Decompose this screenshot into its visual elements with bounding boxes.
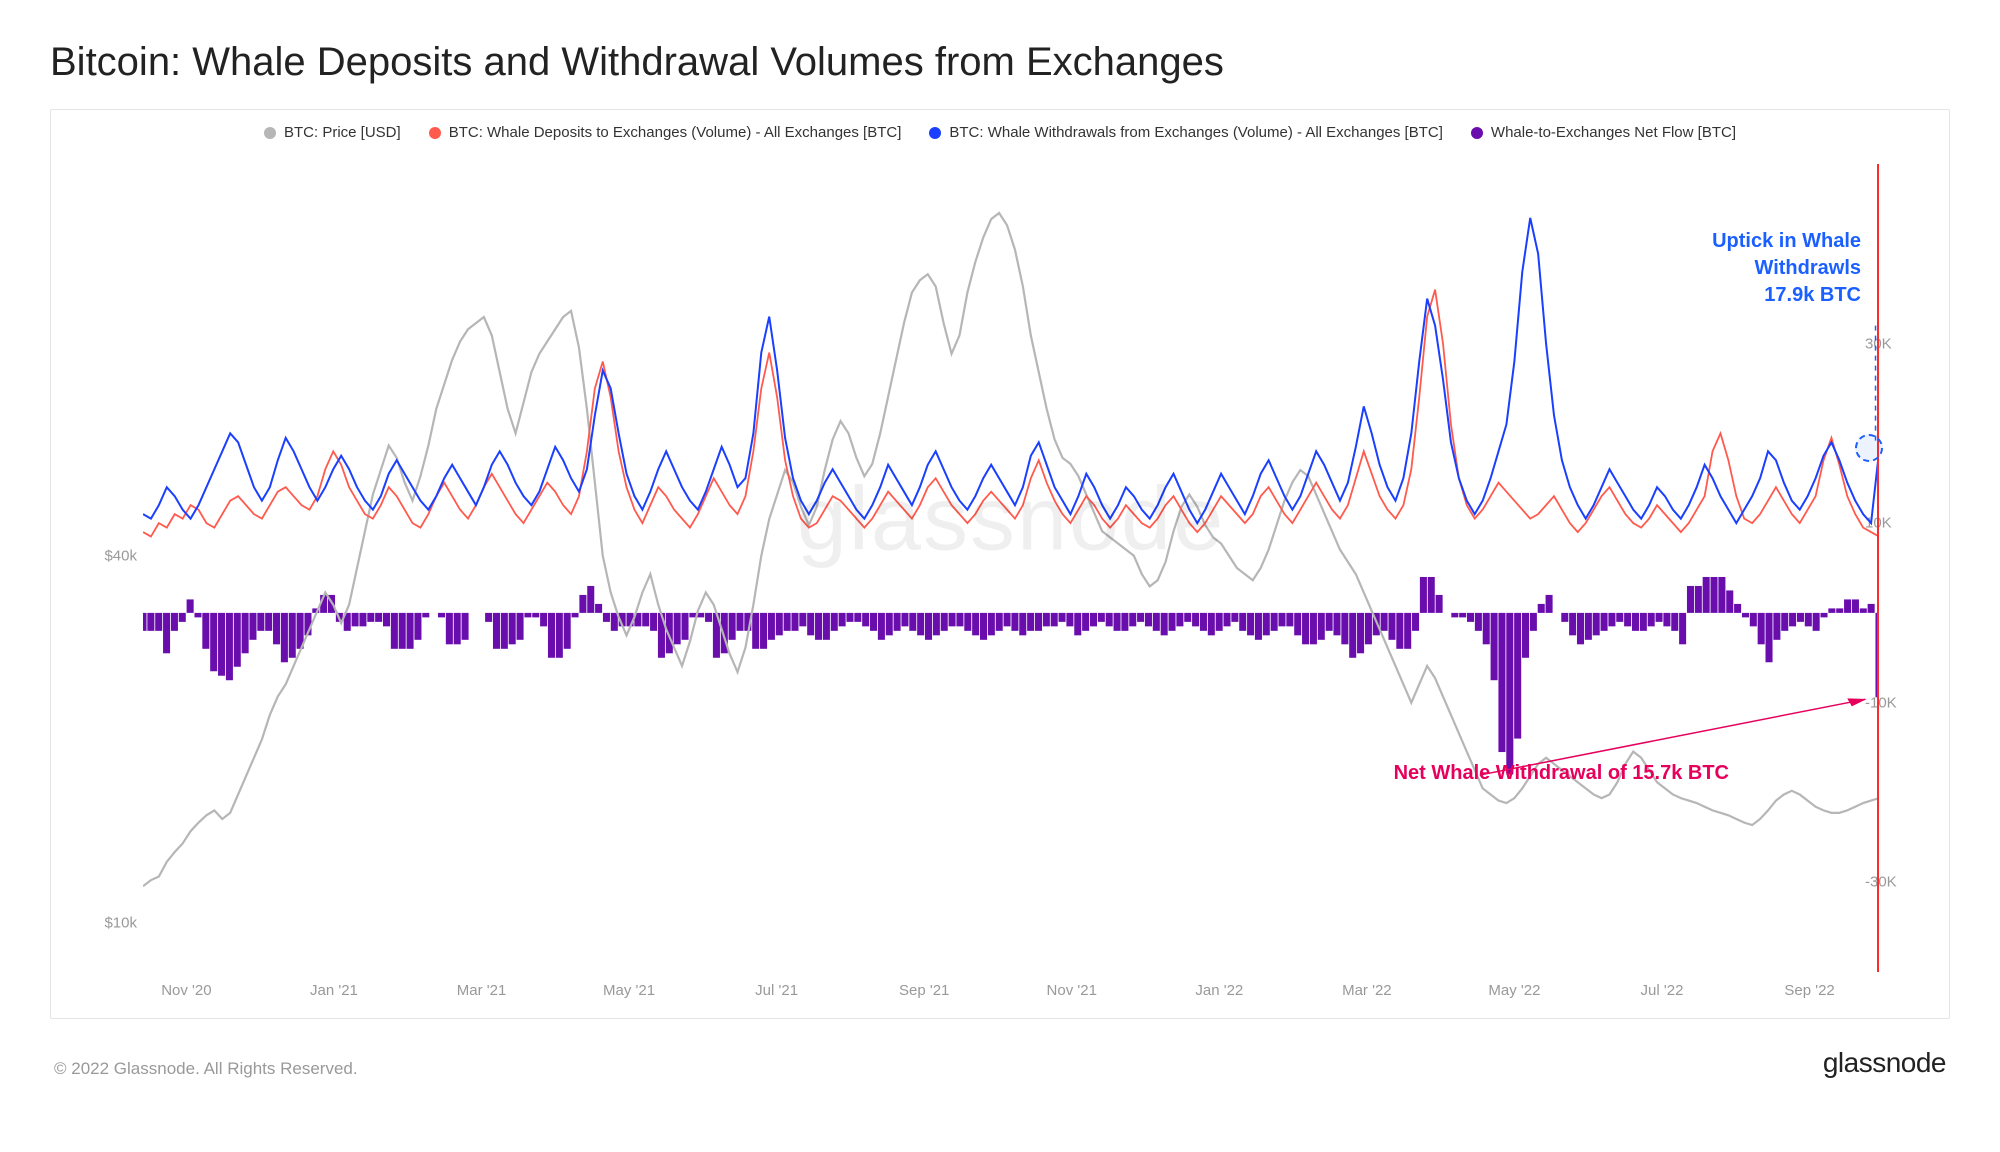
x-tick: Nov '21 bbox=[1047, 982, 1097, 999]
x-tick: Mar '22 bbox=[1342, 982, 1392, 999]
x-tick: May '22 bbox=[1488, 982, 1540, 999]
legend-label: BTC: Whale Deposits to Exchanges (Volume… bbox=[449, 124, 902, 141]
x-axis: Nov '20 Jan '21 Mar '21 May '21 Jul '21 Sep '… bbox=[143, 982, 1879, 1006]
x-tick: Mar '21 bbox=[457, 982, 507, 999]
legend-dot bbox=[1471, 127, 1483, 139]
plot-svg bbox=[143, 164, 1879, 972]
y-tick-left: $40k bbox=[57, 547, 137, 564]
legend-item: BTC: Price [USD] bbox=[264, 124, 401, 141]
x-tick: May '21 bbox=[603, 982, 655, 999]
legend-item: Whale-to-Exchanges Net Flow [BTC] bbox=[1471, 124, 1736, 141]
y-tick-left: $10k bbox=[57, 915, 137, 932]
chart-title: Bitcoin: Whale Deposits and Withdrawal V… bbox=[50, 40, 1950, 85]
legend-item: BTC: Whale Withdrawals from Exchanges (V… bbox=[929, 124, 1443, 141]
legend-label: Whale-to-Exchanges Net Flow [BTC] bbox=[1491, 124, 1736, 141]
highlight-circle bbox=[1855, 434, 1883, 462]
x-tick: Jan '21 bbox=[310, 982, 358, 999]
legend-label: BTC: Price [USD] bbox=[284, 124, 401, 141]
footer: © 2022 Glassnode. All Rights Reserved. g… bbox=[50, 1047, 1950, 1079]
x-tick: Nov '20 bbox=[161, 982, 211, 999]
legend-dot bbox=[929, 127, 941, 139]
legend-label: BTC: Whale Withdrawals from Exchanges (V… bbox=[949, 124, 1443, 141]
y-axis-left: $10k $40k bbox=[57, 164, 137, 972]
x-tick: Jul '22 bbox=[1641, 982, 1684, 999]
chart-legend: BTC: Price [USD] BTC: Whale Deposits to E… bbox=[51, 110, 1949, 151]
x-tick: Jan '22 bbox=[1195, 982, 1243, 999]
brand-logo: glassnode bbox=[1823, 1047, 1946, 1079]
plot-area: glassnode bbox=[143, 164, 1879, 972]
legend-dot bbox=[264, 127, 276, 139]
legend-item: BTC: Whale Deposits to Exchanges (Volume… bbox=[429, 124, 902, 141]
legend-dot bbox=[429, 127, 441, 139]
x-tick: Sep '22 bbox=[1784, 982, 1834, 999]
chart-container: BTC: Price [USD] BTC: Whale Deposits to E… bbox=[50, 109, 1950, 1019]
copyright: © 2022 Glassnode. All Rights Reserved. bbox=[54, 1059, 358, 1079]
current-time-line bbox=[1877, 164, 1879, 972]
x-tick: Sep '21 bbox=[899, 982, 949, 999]
x-tick: Jul '21 bbox=[755, 982, 798, 999]
